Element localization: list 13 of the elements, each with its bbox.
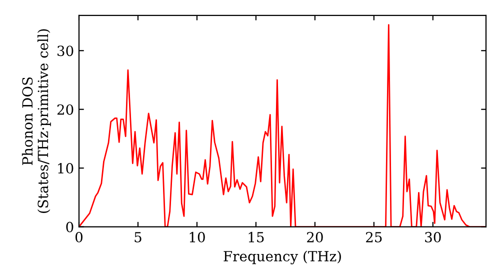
y-tick-label: 0 [66, 222, 74, 232]
y-tick-label: 30 [58, 46, 74, 56]
x-tick-label: 30 [425, 232, 441, 242]
y-axis-title: Phonon DOS (States/THz·primitive cell) [22, 29, 51, 213]
x-tick-label: 15 [248, 232, 264, 242]
y-tick-label: 10 [58, 163, 74, 174]
x-tick-label: 0 [75, 232, 82, 242]
x-tick-label: 5 [134, 232, 142, 242]
x-tick-label: 20 [307, 232, 323, 242]
x-axis-title: Frequency (THz) [224, 250, 341, 264]
y-tick-label: 20 [57, 104, 74, 115]
x-tick-label: 10 [190, 232, 205, 242]
x-tick-label: 25 [366, 232, 382, 242]
